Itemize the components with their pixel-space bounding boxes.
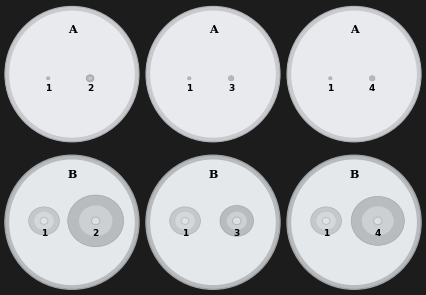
Ellipse shape xyxy=(291,11,417,138)
Ellipse shape xyxy=(351,196,404,245)
Text: A: A xyxy=(68,24,76,35)
Text: B: B xyxy=(208,169,218,180)
Ellipse shape xyxy=(311,207,342,235)
Ellipse shape xyxy=(228,76,234,81)
Ellipse shape xyxy=(88,77,92,80)
Text: A: A xyxy=(209,24,217,35)
Ellipse shape xyxy=(46,77,50,80)
Text: 3: 3 xyxy=(233,229,240,238)
Ellipse shape xyxy=(227,212,247,230)
Ellipse shape xyxy=(317,212,336,230)
Ellipse shape xyxy=(181,217,189,224)
Text: B: B xyxy=(349,169,359,180)
Text: A: A xyxy=(350,24,358,35)
Ellipse shape xyxy=(287,155,421,289)
Text: B: B xyxy=(67,169,77,180)
Ellipse shape xyxy=(79,205,112,236)
Ellipse shape xyxy=(187,77,191,80)
Ellipse shape xyxy=(5,155,139,289)
Ellipse shape xyxy=(369,76,375,81)
Text: 3: 3 xyxy=(228,83,234,93)
Ellipse shape xyxy=(374,217,382,225)
Text: 2: 2 xyxy=(87,83,93,93)
Ellipse shape xyxy=(170,207,200,235)
Ellipse shape xyxy=(328,77,332,80)
Ellipse shape xyxy=(220,206,253,236)
Ellipse shape xyxy=(29,207,59,235)
Ellipse shape xyxy=(9,159,135,285)
Ellipse shape xyxy=(68,195,124,247)
Ellipse shape xyxy=(233,217,241,225)
Ellipse shape xyxy=(34,212,54,230)
Ellipse shape xyxy=(92,217,100,225)
Text: 1: 1 xyxy=(41,229,47,238)
Ellipse shape xyxy=(9,11,135,138)
Ellipse shape xyxy=(291,159,417,285)
Text: 4: 4 xyxy=(374,229,381,238)
Text: 1: 1 xyxy=(45,83,52,93)
Text: 4: 4 xyxy=(369,83,375,93)
Text: 1: 1 xyxy=(327,83,334,93)
Ellipse shape xyxy=(86,75,94,82)
Ellipse shape xyxy=(146,155,280,289)
Text: 1: 1 xyxy=(182,229,188,238)
Ellipse shape xyxy=(287,6,421,142)
Text: 1: 1 xyxy=(323,229,329,238)
Ellipse shape xyxy=(150,11,276,138)
Ellipse shape xyxy=(322,217,330,224)
Ellipse shape xyxy=(362,206,394,235)
Text: 1: 1 xyxy=(186,83,193,93)
Ellipse shape xyxy=(5,6,139,142)
Ellipse shape xyxy=(150,159,276,285)
Ellipse shape xyxy=(175,212,195,230)
Ellipse shape xyxy=(40,217,48,224)
Ellipse shape xyxy=(146,6,280,142)
Text: 2: 2 xyxy=(92,229,99,238)
